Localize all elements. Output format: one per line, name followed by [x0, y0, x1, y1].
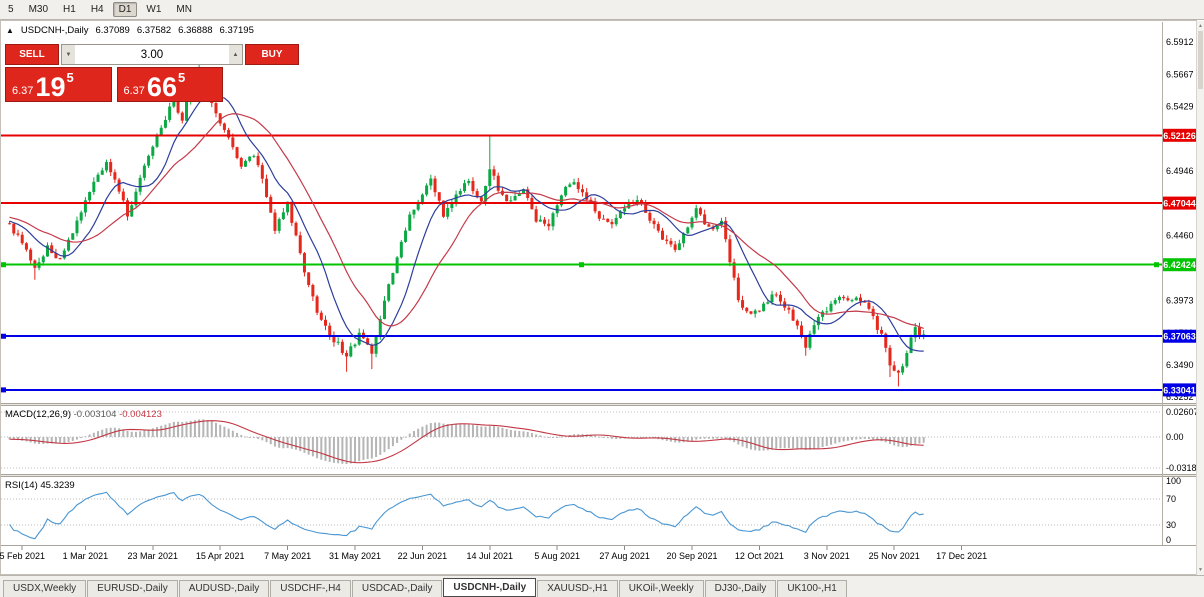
tab-xauusd-h1[interactable]: XAUUSD-,H1 [537, 580, 618, 597]
one-click-collapse-icon[interactable]: ▲ [6, 26, 14, 35]
svg-text:6.5429: 6.5429 [1166, 101, 1194, 111]
svg-text:6.5667: 6.5667 [1166, 70, 1194, 80]
tab-uk100-h1[interactable]: UK100-,H1 [777, 580, 847, 597]
tab-audusd-daily[interactable]: AUDUSD-,Daily [178, 580, 270, 597]
sell-price-tile[interactable]: 6.37 19 5 [5, 67, 112, 102]
svg-text:12 Oct 2021: 12 Oct 2021 [735, 551, 784, 561]
ask-price-sup: 5 [177, 70, 186, 85]
svg-text:70: 70 [1166, 494, 1176, 504]
svg-text:20 Sep 2021: 20 Sep 2021 [666, 551, 717, 561]
timeframe-5[interactable]: 5 [8, 4, 14, 15]
buy-button[interactable]: BUY [245, 44, 299, 65]
buy-price-tile[interactable]: 6.37 66 5 [116, 67, 223, 102]
svg-text:6.37063: 6.37063 [1163, 332, 1196, 342]
svg-text:3 Nov 2021: 3 Nov 2021 [804, 551, 850, 561]
chart-header: ▲ USDCNH-,Daily 6.37089 6.37582 6.36888 … [6, 25, 254, 36]
svg-text:17 Dec 2021: 17 Dec 2021 [936, 551, 987, 561]
timeframe-toolbar: 5 M30 H1 H4 D1 W1 MN [0, 0, 1204, 20]
svg-text:5 Feb 2021: 5 Feb 2021 [0, 551, 45, 561]
svg-text:23 Mar 2021: 23 Mar 2021 [128, 551, 179, 561]
rsi-panel: 100 70 30 0 RSI(14) 45.3239 [1, 476, 1181, 545]
svg-text:22 Jun 2021: 22 Jun 2021 [398, 551, 448, 561]
ohlc-close: 6.37195 [219, 25, 254, 36]
bid-price-prefix: 6.37 [12, 85, 34, 97]
svg-text:0: 0 [1166, 535, 1171, 545]
timeframe-d1[interactable]: D1 [112, 2, 138, 17]
svg-text:0.00: 0.00 [1166, 432, 1184, 442]
svg-text:6.4946: 6.4946 [1166, 166, 1194, 176]
moving-averages-layer [9, 94, 924, 352]
horizontal-lines-layer[interactable] [1, 134, 1162, 393]
svg-text:27 Aug 2021: 27 Aug 2021 [599, 551, 650, 561]
timeframe-h1[interactable]: H1 [63, 4, 76, 15]
svg-text:6.33041: 6.33041 [1163, 385, 1196, 395]
lot-size-input[interactable] [75, 45, 229, 64]
svg-text:6.5912: 6.5912 [1166, 37, 1194, 47]
svg-text:6.3252: 6.3252 [1166, 392, 1194, 402]
svg-text:1 Mar 2021: 1 Mar 2021 [63, 551, 109, 561]
tab-ukoil-weekly[interactable]: UKOil-,Weekly [618, 580, 704, 597]
timeframe-m30[interactable]: M30 [28, 4, 49, 15]
tab-dj30-daily[interactable]: DJ30-,Daily [704, 580, 777, 597]
svg-text:31 May 2021: 31 May 2021 [329, 551, 381, 561]
svg-text:RSI(14) 45.3239: RSI(14) 45.3239 [5, 480, 75, 491]
svg-text:6.52126: 6.52126 [1163, 131, 1196, 141]
svg-text:6.3490: 6.3490 [1166, 360, 1194, 370]
time-axis[interactable]: 5 Feb 2021 1 Mar 2021 23 Mar 2021 15 Apr 20… [0, 546, 987, 561]
svg-text:-0.03187: -0.03187 [1166, 463, 1202, 473]
ohlc-high: 6.37582 [136, 25, 172, 36]
svg-text:25 Nov 2021: 25 Nov 2021 [869, 551, 920, 561]
lot-size-spinner: ▼ ▲ [61, 44, 243, 65]
price-axis[interactable]: 6.59126.56676.54296.51906.49466.47046.44… [1162, 37, 1197, 402]
tab-usdcnh-daily[interactable]: USDCNH-,Daily [443, 578, 537, 597]
scrollbar-thumb[interactable] [1198, 31, 1203, 89]
svg-text:6.4460: 6.4460 [1166, 231, 1194, 241]
svg-text:15 Apr 2021: 15 Apr 2021 [196, 551, 245, 561]
chart-symbol-period: USDCNH-,Daily [20, 25, 89, 36]
bid-price-sup: 5 [66, 70, 74, 85]
svg-text:6.47044: 6.47044 [1163, 199, 1196, 209]
macd-panel: 0.02607 0.00 -0.03187 MACD(12,26,9) -0.0031… [1, 407, 1202, 473]
tab-usdchf-h4[interactable]: USDCHF-,H4 [270, 580, 351, 597]
svg-text:100: 100 [1166, 476, 1181, 486]
ask-price-prefix: 6.37 [123, 85, 145, 97]
vertical-scrollbar[interactable]: ▲ ▼ [1196, 21, 1204, 575]
svg-text:30: 30 [1166, 520, 1176, 530]
scroll-up-icon[interactable]: ▲ [1198, 23, 1203, 29]
svg-text:MACD(12,26,9) -0.003104 -0.00: MACD(12,26,9) -0.003104 -0.004123 [5, 409, 162, 420]
svg-text:6.3973: 6.3973 [1166, 296, 1194, 306]
ohlc-open: 6.37089 [95, 25, 130, 36]
timeframe-w1[interactable]: W1 [146, 4, 162, 15]
ask-price-big: 66 [146, 72, 177, 102]
tab-usdcad-daily[interactable]: USDCAD-,Daily [351, 580, 443, 597]
panel-frames [0, 20, 1197, 575]
one-click-trading-panel: SELL ▼ ▲ BUY 6.37 19 5 6.37 66 5 [5, 44, 299, 102]
svg-text:14 Jul 2021: 14 Jul 2021 [467, 551, 514, 561]
tab-eurusd-daily[interactable]: EURUSD-,Daily [87, 580, 178, 597]
chart-tab-bar: USDX,Weekly EURUSD-,Daily AUDUSD-,Daily USD… [0, 575, 1204, 597]
svg-text:6.42424: 6.42424 [1163, 260, 1196, 270]
chart-background [0, 20, 1204, 575]
svg-text:0.02607: 0.02607 [1166, 407, 1199, 417]
timeframe-h4[interactable]: H4 [90, 4, 104, 15]
sell-button[interactable]: SELL [5, 44, 59, 65]
lot-increase-button[interactable]: ▲ [229, 45, 242, 64]
svg-text:7 May 2021: 7 May 2021 [264, 551, 311, 561]
ohlc-low: 6.36888 [178, 25, 213, 36]
svg-text:5 Aug 2021: 5 Aug 2021 [534, 551, 580, 561]
bid-price-big: 19 [35, 72, 66, 102]
timeframe-mn[interactable]: MN [176, 4, 192, 15]
tab-usdx-weekly[interactable]: USDX,Weekly [3, 580, 87, 597]
lot-decrease-button[interactable]: ▼ [62, 45, 75, 64]
scroll-down-icon[interactable]: ▼ [1198, 567, 1203, 573]
